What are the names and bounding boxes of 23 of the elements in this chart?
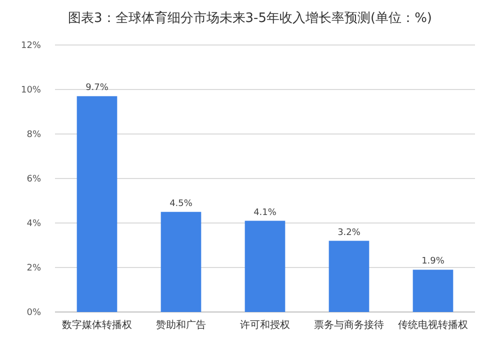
x-tick-label: 赞助和广告 [156,319,206,331]
data-label: 9.7% [86,83,109,94]
bar [160,212,202,312]
y-tick-label: 2% [26,264,42,274]
y-tick-label: 8% [26,130,42,140]
y-tick-label: 0% [26,308,42,318]
bar [328,240,370,312]
y-tick-label: 10% [20,86,42,96]
data-label: 3.2% [338,228,361,238]
bar [412,270,454,312]
x-tick-label: 许可和授权 [240,319,290,331]
bar [76,96,118,312]
y-tick-label: 6% [26,174,42,185]
data-label: 1.9% [422,256,445,267]
x-tick-label: 票务与商务接待 [314,319,384,331]
x-tick-label: 数字媒体转播权 [62,319,132,331]
data-label: 4.1% [254,208,277,218]
y-tick-label: 4% [26,219,42,230]
data-label: 4.5% [170,198,193,209]
chart-title: 图表3：全球体育细分市场未来3-5年收入增长率预测(单位：%) [68,10,432,26]
y-tick-label: 12% [20,41,42,52]
bar [244,220,286,312]
x-tick-label: 传统电视转播权 [398,319,468,331]
